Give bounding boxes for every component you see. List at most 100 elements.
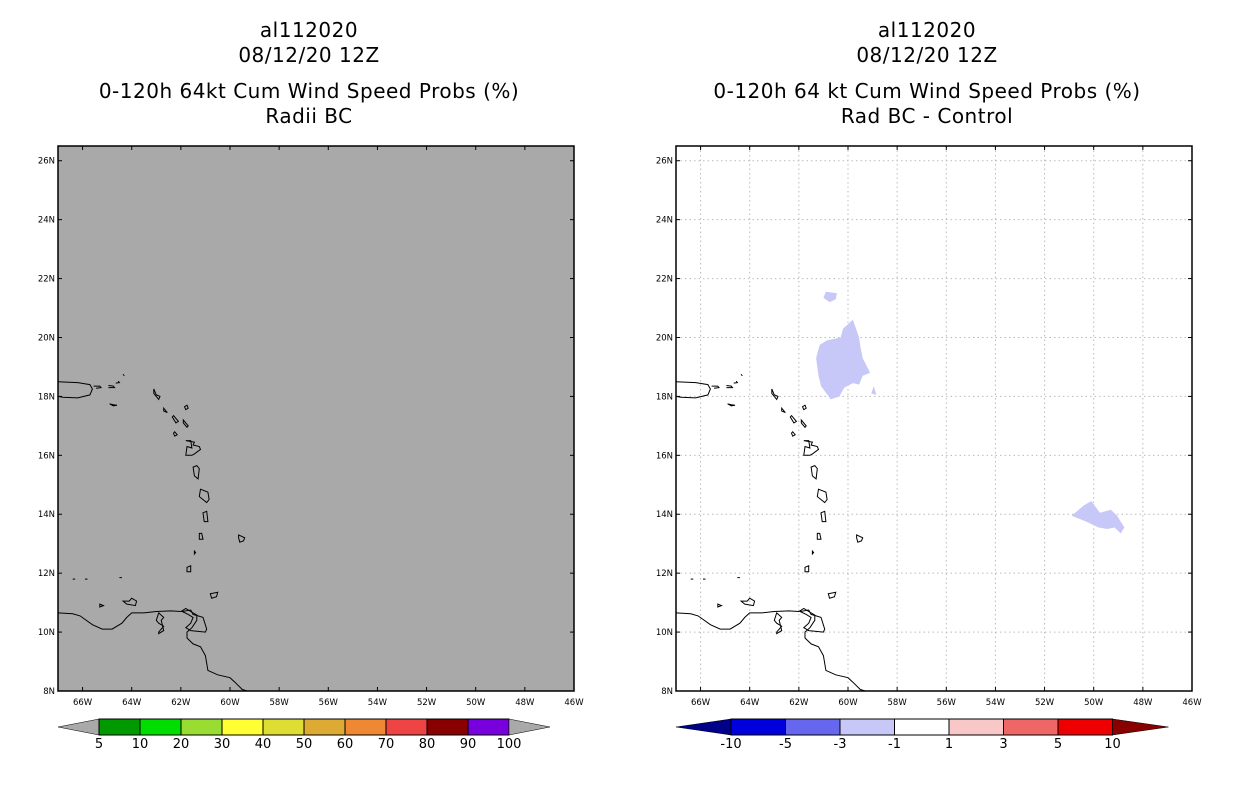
left-lat-tick-label: 14N	[38, 510, 55, 520]
right-lat-tick-label: 12N	[656, 569, 673, 579]
right-title-datetime: 08/12/20 12Z	[856, 42, 998, 67]
left-lon-tick-label: 46W	[564, 698, 584, 708]
right-anomaly-region	[823, 291, 837, 303]
right-coastline	[827, 591, 837, 599]
left-coastline	[115, 380, 121, 384]
right-coastline	[803, 440, 820, 456]
right-lat-tick-label: 24N	[656, 216, 673, 226]
left-lon-tick-label: 58W	[270, 698, 290, 708]
left-coastline	[163, 406, 168, 414]
left-colorbar-label: 40	[255, 737, 272, 752]
right-colorbar: -10 -5 -3 -1 1 3 5 10	[675, 718, 1169, 752]
left-lat-tick-label: 18N	[38, 392, 55, 402]
left-lat-tick-label: 10N	[38, 628, 55, 638]
right-coastline	[711, 385, 720, 389]
left-colorbar-segment	[385, 718, 428, 736]
right-lon-tick-label: 48W	[1133, 698, 1153, 708]
right-coastline	[771, 388, 779, 401]
right-coastline	[816, 488, 828, 504]
right-lon-tick-label: 62W	[789, 698, 809, 708]
left-lon-tick-label: 54W	[368, 698, 388, 708]
right-coastline	[804, 565, 810, 573]
right-lat-tick-label: 22N	[656, 275, 673, 285]
left-colorbar-high-end	[508, 718, 551, 736]
right-lon-tick-label: 52W	[1035, 698, 1055, 708]
left-lon-tick-label: 64W	[122, 698, 142, 708]
right-title-storm-id: al112020	[877, 18, 977, 42]
left-coastline	[209, 591, 219, 599]
right-coastline	[726, 385, 734, 389]
left-map-panel: 66W 64W 62W 60W 58W 56W 54W 52W 50W 48W 46W 8N 10N 12…	[38, 145, 584, 708]
right-colorbar-label: -1	[888, 737, 901, 752]
right-map-background	[676, 146, 1192, 691]
left-colorbar-label: 60	[337, 737, 354, 752]
right-coastline	[740, 373, 743, 377]
right-title-product: 0-120h 64 kt Cum Wind Speed Probs (%)	[713, 79, 1141, 103]
left-colorbar-segment	[262, 718, 305, 736]
right-coastline	[733, 380, 739, 384]
left-colorbar-label: 70	[378, 737, 395, 752]
left-colorbar-label: 80	[419, 737, 436, 752]
left-colorbar-label: 5	[95, 737, 103, 752]
left-coastline	[108, 385, 116, 389]
left-colorbar-segment	[426, 718, 469, 736]
right-coastline	[800, 418, 807, 429]
right-colorbar-label: -5	[779, 737, 792, 752]
right-coastline	[676, 607, 866, 691]
left-colorbar-segment	[139, 718, 182, 736]
left-coastline	[192, 464, 200, 480]
right-lon-tick-label: 50W	[1084, 698, 1104, 708]
right-coastline	[717, 603, 723, 608]
left-colorbar-low-end	[57, 718, 100, 736]
left-colorbar-label: 30	[214, 737, 231, 752]
left-title-storm-id: al112020	[259, 18, 359, 42]
right-colorbar-high-end	[1112, 718, 1169, 736]
right-coastline	[801, 404, 807, 411]
right-coastline	[798, 609, 826, 633]
right-lat-tick-label: 10N	[656, 628, 673, 638]
right-colorbar-segment	[730, 718, 786, 736]
left-map-frame	[57, 145, 575, 692]
right-colorbar-low-end	[675, 718, 732, 736]
right-title-variant: Rad BC - Control	[840, 103, 1014, 128]
right-colorbar-segment	[948, 718, 1004, 736]
left-lat-tick-label: 20N	[38, 333, 55, 343]
right-lon-tick-label: 46W	[1182, 698, 1202, 708]
left-lat-tick-label: 22N	[38, 275, 55, 285]
left-colorbar-segment	[98, 718, 141, 736]
right-colorbar-segment	[785, 718, 841, 736]
right-lon-tick-label: 56W	[937, 698, 957, 708]
left-coastline	[183, 404, 189, 411]
right-panel-title: al112020 08/12/20 12Z 0-120h 64 kt Cum W…	[667, 18, 1187, 128]
left-coastline	[171, 414, 180, 424]
right-anomaly-region	[816, 319, 871, 400]
right-colorbar-label: -10	[720, 737, 741, 752]
left-lon-tick-label: 50W	[466, 698, 486, 708]
right-map-frame	[675, 145, 1193, 692]
right-colorbar-label: 10	[1104, 737, 1121, 752]
right-coastline	[816, 532, 822, 540]
right-lon-tick-label: 66W	[691, 698, 711, 708]
right-anomaly-region	[1071, 501, 1125, 534]
left-coastline	[122, 373, 125, 377]
right-lat-tick-label: 26N	[656, 157, 673, 167]
left-colorbar-label: 90	[460, 737, 477, 752]
left-colorbar-segment	[303, 718, 346, 736]
left-colorbar-segment	[180, 718, 223, 736]
right-colorbar-segment	[894, 718, 950, 736]
left-lat-tick-label: 12N	[38, 569, 55, 579]
left-coastline	[172, 431, 178, 437]
right-coastline	[789, 414, 798, 424]
left-coastline	[193, 549, 197, 556]
left-coastline	[121, 597, 138, 607]
left-map-background	[58, 146, 574, 691]
left-colorbar-label: 10	[132, 737, 149, 752]
left-lat-tick-label: 24N	[38, 216, 55, 226]
right-lat-tick-label: 8N	[661, 687, 673, 697]
left-coastline	[182, 418, 189, 429]
right-lon-tick-label: 60W	[838, 698, 858, 708]
right-colorbar-label: -3	[834, 737, 847, 752]
right-colorbar-segment	[839, 718, 895, 736]
right-coastline	[676, 381, 711, 399]
